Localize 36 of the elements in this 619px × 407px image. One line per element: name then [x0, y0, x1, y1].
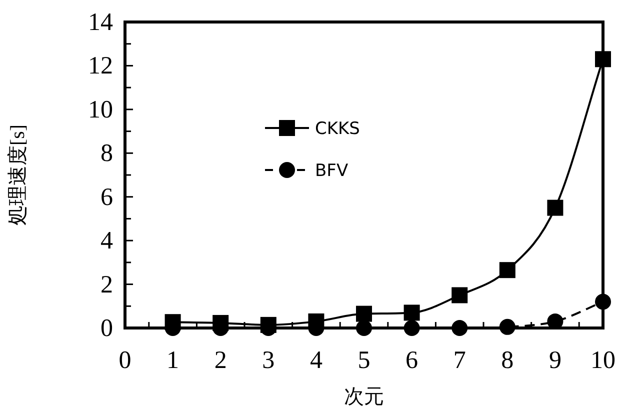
y-tick-label: 4	[100, 228, 114, 255]
point	[356, 320, 372, 336]
point	[547, 200, 564, 216]
y-axis-title: 処理速度[s]	[7, 124, 29, 226]
x-tick-label: 3	[262, 347, 275, 374]
y-tick-label: 14	[88, 9, 114, 36]
x-tick-label: 8	[501, 347, 514, 374]
point	[212, 314, 229, 331]
point	[452, 287, 468, 304]
point	[452, 320, 468, 336]
legend-label: CKKS	[315, 119, 360, 139]
x-tick-label: 5	[358, 347, 370, 374]
x-tick-label: 0	[118, 347, 132, 374]
x-tick-label: 6	[406, 347, 418, 374]
x-axis-title: 次元	[344, 386, 384, 407]
y-tick-label: 10	[88, 96, 113, 124]
point	[356, 306, 372, 322]
x-tick-label: 9	[548, 347, 562, 374]
point	[595, 51, 611, 68]
x-tick-label: 2	[214, 347, 227, 374]
point	[404, 304, 420, 321]
point	[499, 318, 516, 335]
x-tick-label: 4	[310, 347, 323, 374]
x-tick-label: 7	[453, 347, 466, 374]
y-tick-label: 2	[100, 271, 113, 298]
x-tick-label: 10	[590, 347, 616, 374]
point	[164, 314, 181, 330]
point	[499, 262, 516, 278]
x-tick-label: 1	[166, 347, 180, 374]
legend-label: BFV	[315, 161, 348, 181]
y-tick-label: 8	[100, 140, 113, 168]
y-tick-label: 12	[88, 52, 113, 80]
point	[404, 320, 420, 336]
y-tick-label: 6	[100, 184, 113, 211]
point	[595, 294, 611, 310]
y-tick-label: 0	[100, 315, 113, 342]
